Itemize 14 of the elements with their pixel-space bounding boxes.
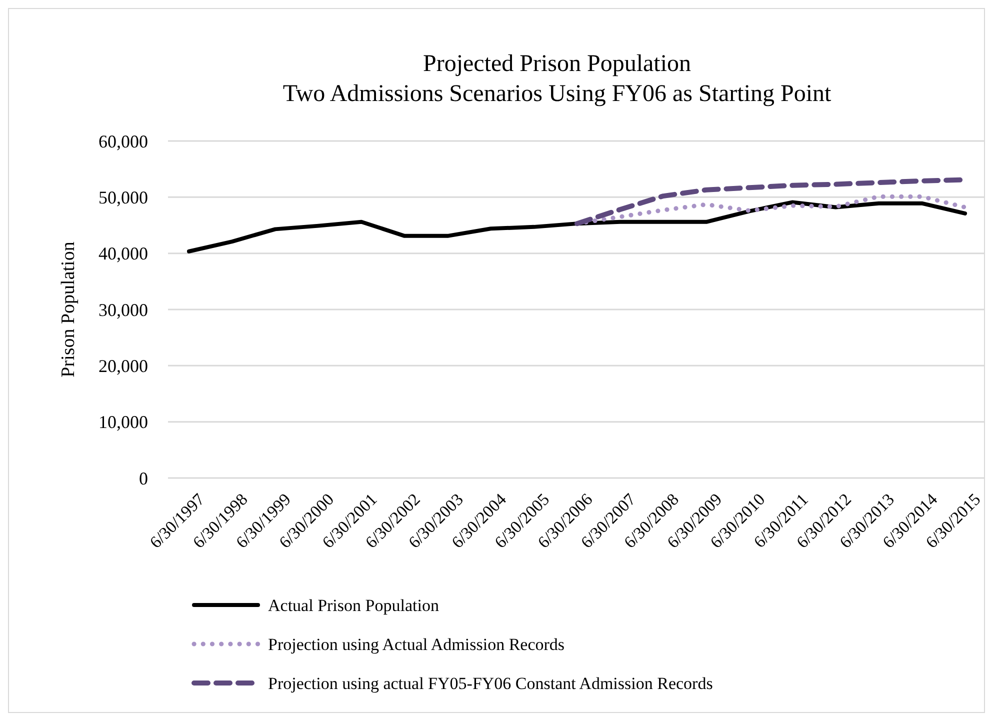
y-axis-title: Prison Population [58,241,79,378]
y-tick-label: 10,000 [98,412,148,432]
legend-label: Actual Prison Population [268,596,440,615]
y-tick-label: 60,000 [98,131,148,152]
chart-title: Projected Prison Population [423,51,691,77]
y-tick-label: 30,000 [98,300,148,320]
y-tick-label: 50,000 [98,187,148,208]
legend-label: Projection using Actual Admission Records [268,634,565,654]
y-tick-label: 20,000 [98,356,148,376]
y-tick-label: 40,000 [98,244,148,264]
y-tick-label: 0 [139,468,148,488]
legend-label: Projection using actual FY05-FY06 Constant Admission Records [268,674,713,693]
chart-subtitle: Two Admissions Scenarios Using FY06 as Starting Point [282,81,832,107]
line-series [187,200,967,254]
